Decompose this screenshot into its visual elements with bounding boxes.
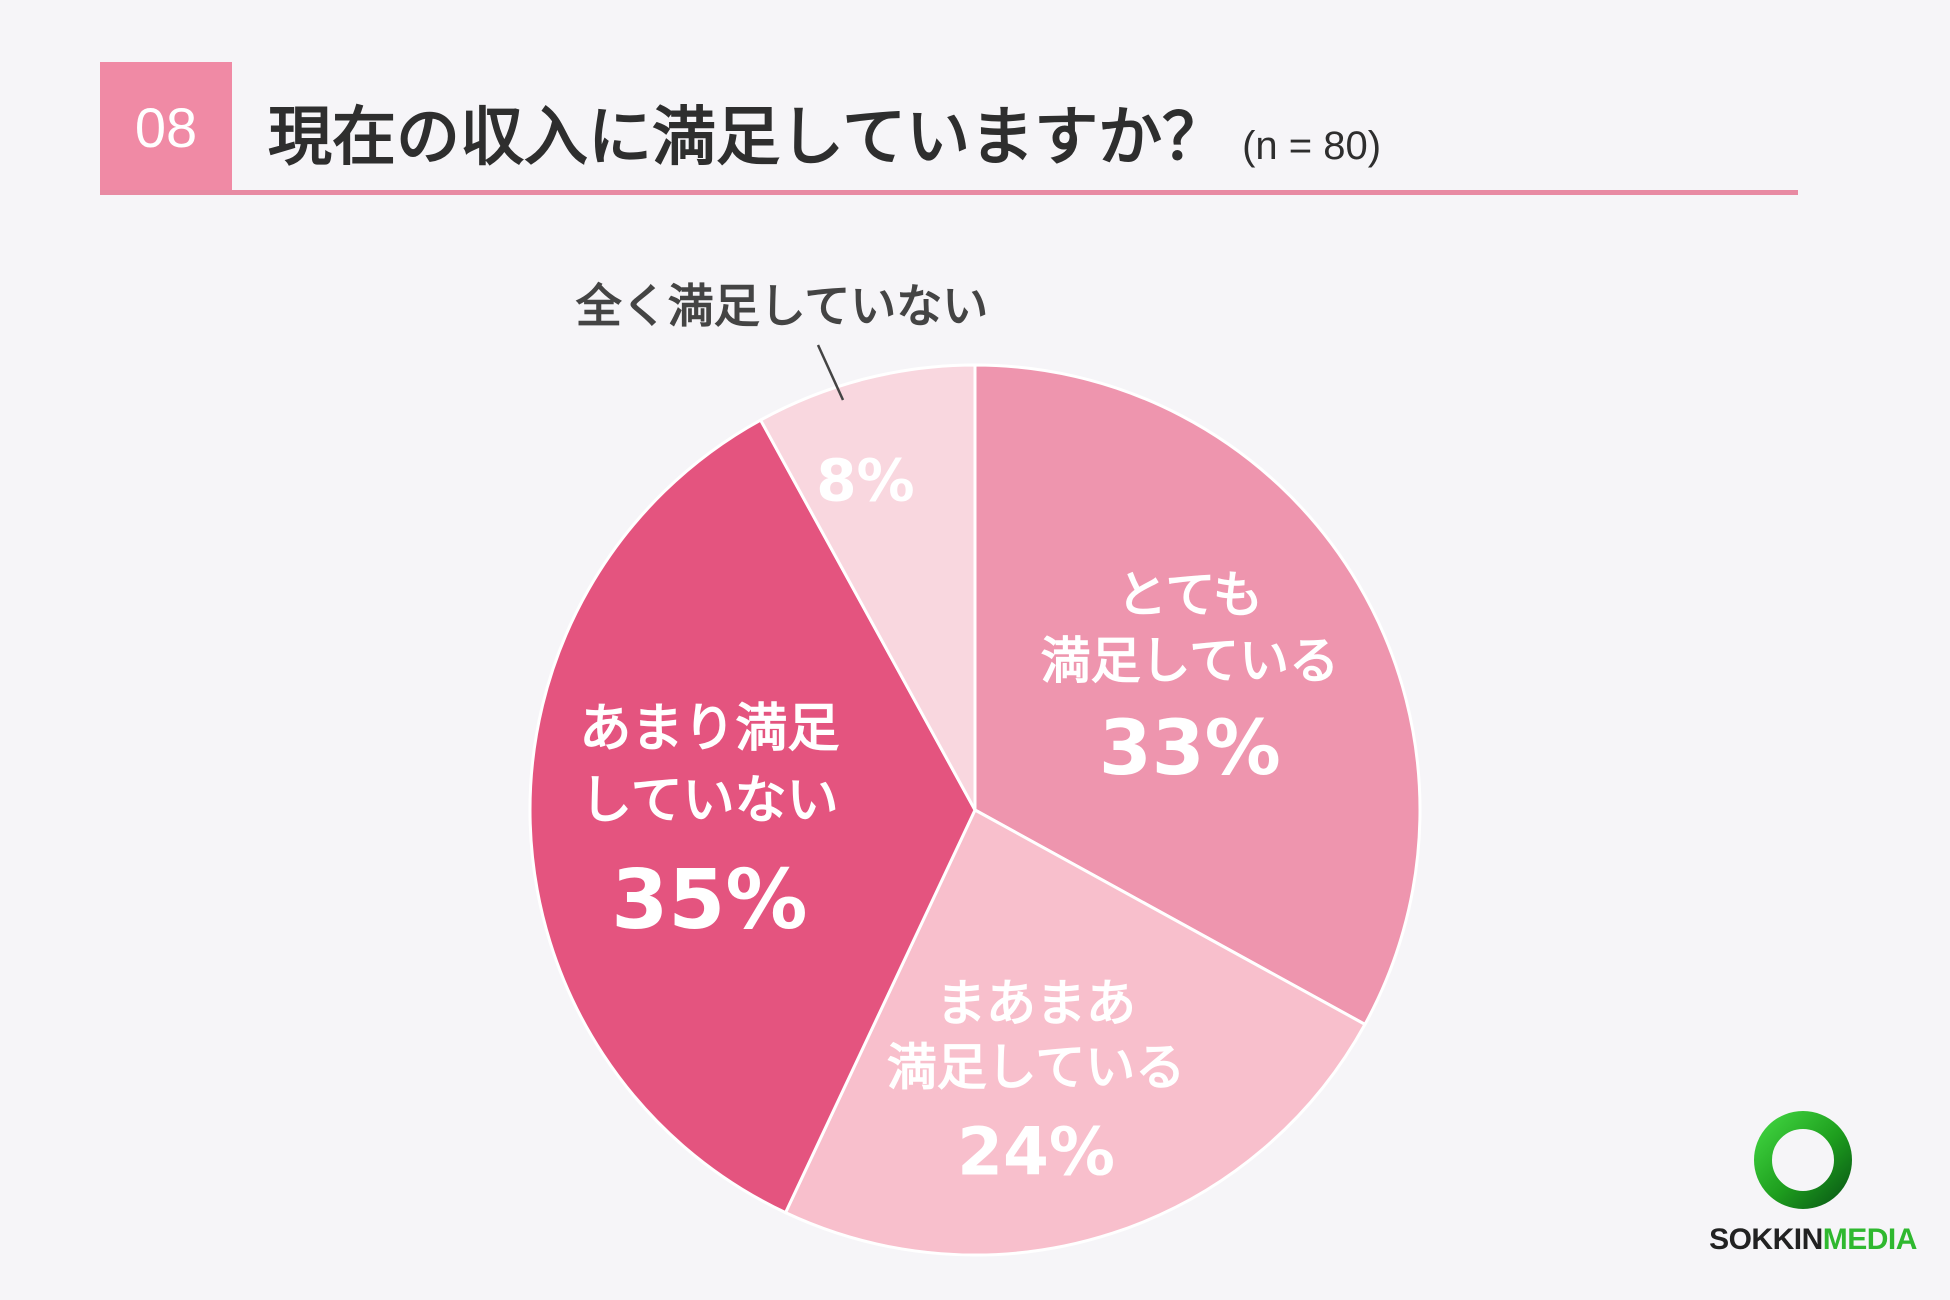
logo-text: SOKKINMEDIA [1698, 1223, 1928, 1257]
logo-ring-icon [1754, 1111, 1852, 1209]
sokkin-media-logo: SOKKINMEDIA [1690, 1105, 1930, 1265]
slice-value-2: 24% [957, 1113, 1115, 1190]
header-underline [100, 190, 1798, 195]
logo-text-sokkin: SOKKIN [1709, 1223, 1823, 1256]
slice-label-2-line-2: 満足している [887, 1038, 1186, 1096]
pie-slice-4 [758, 363, 977, 811]
slice-label-3-line-2: していない [580, 771, 838, 831]
logo-text-media: MEDIA [1822, 1223, 1918, 1256]
sample-size: (n = 80) [1242, 124, 1382, 168]
slice-label-1-line-1: とても [1117, 566, 1263, 624]
chart-header: 08 現在の収入に満足していますか？ (n = 80) [100, 62, 1798, 195]
question-number-badge: 08 [100, 62, 232, 194]
pie-slice-1 [973, 363, 1422, 1027]
slice-label-3-line-1: あまり満足 [579, 699, 839, 759]
slice-value-3: 35% [611, 853, 807, 948]
slice-label-4: 全く満足していない [575, 279, 989, 333]
slice-value-4: 8% [816, 447, 914, 515]
slice-label-2-line-1: まあまあ [936, 974, 1136, 1032]
slice-leader-line-4 [816, 344, 845, 401]
slice-label-1-line-2: 満足している [1041, 632, 1340, 690]
pie-slice-2 [783, 807, 1367, 1257]
title-text: 現在の収入に満足していますか？ [268, 101, 1227, 175]
pie-slice-3 [528, 418, 977, 1215]
slice-value-1: 33% [1099, 703, 1281, 792]
chart-title: 現在の収入に満足していますか？ (n = 80) [268, 86, 1381, 178]
